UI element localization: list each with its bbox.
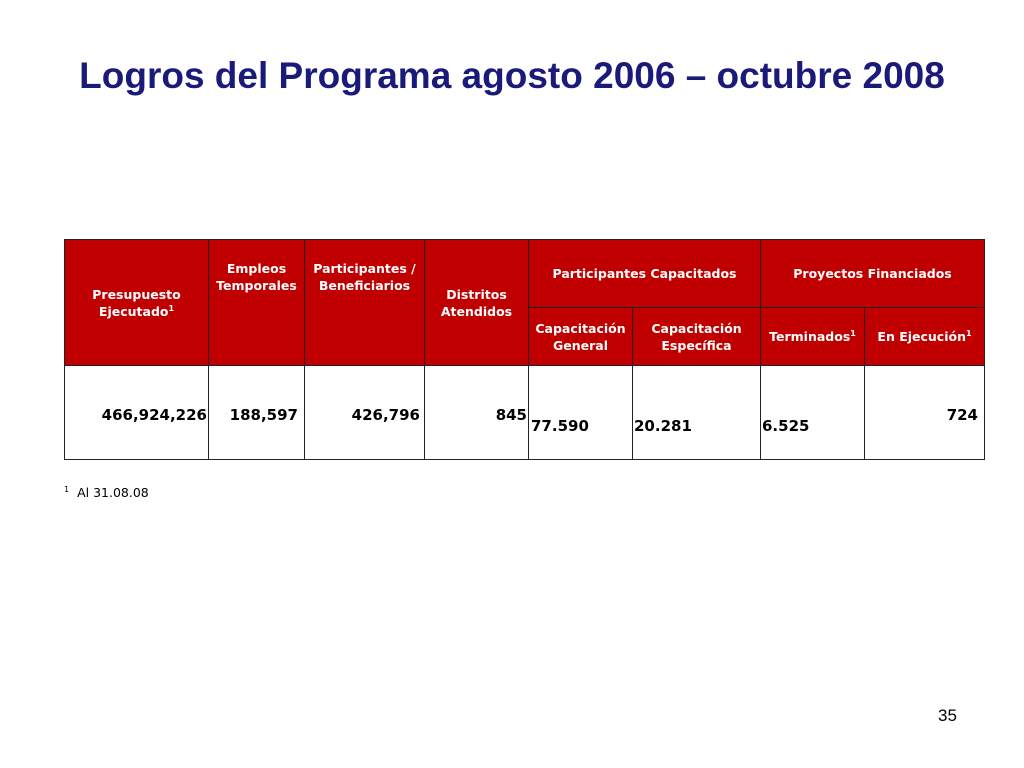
- footnote: 1 Al 31.08.08: [64, 485, 149, 500]
- value-empleos-temporales: 188,597: [229, 406, 298, 424]
- cell-empleos-temporales: 188,597: [208, 365, 305, 460]
- header-capacitacion-general: Capacitación General: [528, 307, 633, 366]
- value-terminados: 6.525: [762, 417, 810, 435]
- footnote-text: Al 31.08.08: [77, 485, 149, 501]
- header-distritos-atendidos: Distritos Atendidos: [424, 239, 529, 366]
- page-number: 35: [938, 706, 957, 725]
- footnote-mark: 1: [64, 485, 70, 494]
- header-en-ejecucion: En Ejecución1: [864, 307, 985, 366]
- header-proyectos-financiados: Proyectos Financiados: [760, 239, 985, 308]
- cell-participantes-beneficiarios: 426,796: [304, 365, 425, 460]
- value-presupuesto-ejecutado: 466,924,226: [101, 406, 207, 424]
- cell-capacitacion-especifica: 20.281: [632, 365, 761, 460]
- value-participantes-beneficiarios: 426,796: [351, 406, 420, 424]
- value-en-ejecucion: 724: [946, 406, 978, 424]
- header-presupuesto-ejecutado: Presupuesto Ejecutado1: [64, 239, 209, 366]
- cell-distritos-atendidos: 845: [424, 365, 529, 460]
- value-capacitacion-general: 77.590: [531, 417, 589, 435]
- cell-en-ejecucion: 724: [864, 365, 985, 460]
- header-participantes-beneficiarios: Participantes / Beneficiarios: [304, 239, 425, 366]
- cell-capacitacion-general: 77.590: [528, 365, 633, 460]
- cell-presupuesto-ejecutado: 466,924,226: [64, 365, 209, 460]
- value-distritos-atendidos: 845: [495, 406, 527, 424]
- cell-terminados: 6.525: [760, 365, 865, 460]
- header-empleos-temporales: Empleos Temporales: [208, 239, 305, 366]
- slide-title: Logros del Programa agosto 2006 – octubr…: [79, 55, 945, 96]
- header-capacitacion-especifica: Capacitación Específica: [632, 307, 761, 366]
- header-participantes-capacitados: Participantes Capacitados: [528, 239, 761, 308]
- results-table: Presupuesto Ejecutado1 Empleos Temporale…: [64, 239, 985, 460]
- header-terminados: Terminados1: [760, 307, 865, 366]
- value-capacitacion-especifica: 20.281: [634, 417, 692, 435]
